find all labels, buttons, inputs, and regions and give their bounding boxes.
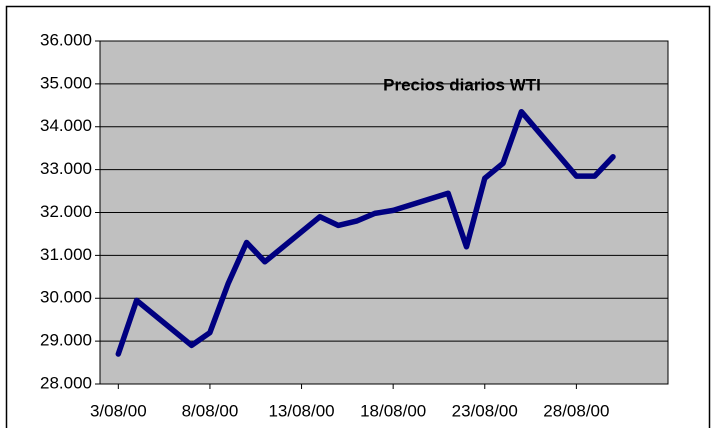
y-tick-label: 28.000 <box>40 373 92 392</box>
y-tick-label: 33.000 <box>40 159 92 178</box>
series-line <box>115 108 616 357</box>
y-tick-label: 30.000 <box>40 288 92 307</box>
chart-title: Precios diarios WTI <box>383 75 541 94</box>
x-tick-label: 28/08/00 <box>543 401 609 420</box>
plot-border <box>99 40 669 385</box>
x-tick-label: 13/08/00 <box>268 401 334 420</box>
x-tick-label: 23/08/00 <box>452 401 518 420</box>
y-tick-label: 32.000 <box>40 202 92 221</box>
x-tick-label: 18/08/00 <box>360 401 426 420</box>
y-tick-label: 34.000 <box>40 116 92 135</box>
x-tick-label: 8/08/00 <box>182 401 239 420</box>
x-tick-label: 3/08/00 <box>90 401 147 420</box>
y-tick-label: 29.000 <box>40 331 92 350</box>
y-tick-label: 36.000 <box>40 30 92 49</box>
y-tick-label: 31.000 <box>40 245 92 264</box>
y-tick-label: 35.000 <box>40 73 92 92</box>
